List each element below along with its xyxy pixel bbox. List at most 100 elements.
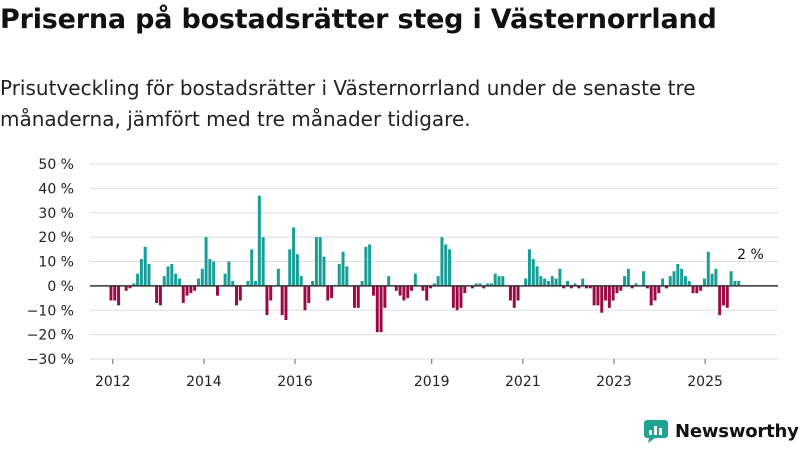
latest-value-annotation: 2 %: [737, 247, 764, 263]
bar: [371, 285, 375, 296]
bar: [250, 249, 254, 286]
y-tick-label: 40 %: [38, 181, 74, 197]
bar: [607, 285, 611, 308]
bar: [683, 276, 687, 286]
gridlines: [90, 163, 778, 360]
bar: [706, 251, 710, 286]
bar: [550, 276, 554, 286]
bar: [429, 285, 433, 289]
bar: [714, 268, 718, 286]
bar: [569, 285, 573, 289]
bar: [634, 283, 638, 286]
bar: [524, 278, 528, 286]
bar: [314, 237, 318, 286]
bar: [680, 268, 684, 286]
bar: [364, 246, 368, 286]
newsworthy-logo-icon: [644, 420, 668, 443]
newsworthy-logo[interactable]: Newsworthy: [643, 419, 799, 443]
bar: [543, 278, 547, 286]
bar: [455, 285, 459, 311]
bar: [623, 276, 627, 286]
bar: [657, 285, 661, 294]
bar: [737, 281, 741, 286]
bar: [284, 285, 288, 321]
bar: [295, 254, 299, 286]
bar: [611, 285, 615, 301]
bar: [702, 278, 706, 286]
bar: [535, 266, 539, 286]
bar: [459, 285, 463, 308]
bar: [474, 283, 478, 286]
bar: [383, 285, 387, 308]
bar: [596, 285, 600, 306]
bar: [410, 285, 413, 291]
bar: [254, 281, 258, 286]
bar: [109, 285, 113, 301]
y-tick-label: 20 %: [38, 230, 74, 246]
bar: [166, 266, 170, 286]
bar: [691, 285, 695, 294]
bar: [276, 268, 280, 286]
bar: [174, 273, 178, 286]
bar: [676, 263, 680, 286]
bar: [341, 251, 345, 286]
bar: [710, 273, 714, 286]
bar: [558, 268, 562, 286]
bar: [322, 256, 326, 286]
bar: [307, 285, 311, 303]
bar: [216, 285, 219, 296]
y-tick-label: 30 %: [38, 206, 74, 222]
bar: [231, 281, 235, 286]
bar: [177, 278, 181, 286]
bar: [451, 285, 455, 308]
y-tick-label: 0 %: [47, 279, 74, 295]
bar: [147, 263, 151, 286]
bar: [303, 285, 307, 311]
bar: [337, 263, 341, 286]
bar: [421, 285, 425, 291]
bar: [725, 285, 729, 308]
bar: [352, 285, 356, 308]
bar: [432, 283, 436, 286]
axes: 50 % 40 % 30 % 20 % 10 % 0 % −10 % −20 % −30 % 20…: [27, 157, 778, 390]
bar: [642, 271, 646, 286]
bar: [604, 285, 608, 301]
bar: [398, 285, 402, 296]
bar: [645, 285, 649, 289]
bar: [539, 276, 543, 286]
bar: [406, 285, 410, 299]
bar: [208, 259, 212, 286]
bar: [619, 285, 623, 291]
bar: [235, 285, 238, 306]
bar: [493, 273, 497, 286]
x-tick-label: 2023: [596, 374, 632, 390]
bar: [170, 263, 174, 286]
bar: [227, 261, 231, 286]
bar: [592, 285, 596, 306]
bar: [489, 283, 493, 286]
chart-subtitle: Prisutveckling för bostadsrätter i Väste…: [0, 76, 696, 131]
bar: [436, 276, 440, 286]
bar: [200, 268, 204, 286]
bar: [330, 285, 334, 299]
y-tick-label: 10 %: [38, 255, 74, 271]
bar: [668, 276, 672, 286]
bar: [733, 281, 737, 286]
bar: [311, 281, 315, 286]
y-tick-label: −30 %: [27, 352, 74, 368]
bar: [394, 285, 398, 291]
bar: [185, 285, 189, 296]
bar: [546, 281, 550, 286]
bar: [672, 271, 676, 286]
bar: [280, 285, 284, 316]
bar: [649, 285, 653, 306]
bar: [257, 195, 261, 286]
bar: [581, 278, 585, 286]
bar: [585, 285, 589, 289]
bar: [193, 285, 197, 291]
bar: [687, 281, 691, 286]
bar: [516, 285, 520, 301]
bar: [124, 285, 128, 291]
bar: [155, 285, 159, 303]
